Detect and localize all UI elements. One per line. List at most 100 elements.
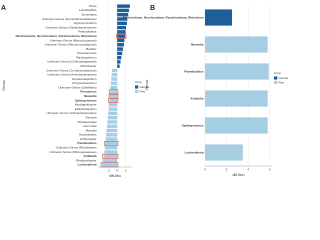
- bar: [205, 63, 269, 80]
- bar: [106, 124, 118, 128]
- bar: [117, 38, 125, 43]
- panel-label: B: [150, 5, 155, 12]
- highlight-box: [104, 141, 119, 146]
- y-tick-label: Pseudolabrys: [78, 30, 97, 34]
- y-tick-label: Roseiarcus: [80, 90, 97, 94]
- bar: [108, 107, 118, 111]
- y-tick-label: Lactobacillus: [79, 8, 97, 12]
- y-tick-label: Unknown Genus (Nitrosomonadaceae): [45, 43, 97, 47]
- bar: [110, 81, 118, 86]
- y-tick-label: Bacillus: [86, 47, 97, 51]
- y-tick-label: Unknown Genus (Micrococcaceae): [50, 38, 97, 42]
- bar: [117, 17, 128, 21]
- y-tick-label: Unknown Genus (Gemmatimonadaceae): [42, 17, 97, 21]
- bar: [104, 150, 118, 154]
- x-tick-label: 6: [269, 167, 271, 171]
- y-tick-label: Nocardioides: [79, 133, 97, 137]
- bar: [105, 137, 118, 141]
- y-tick-label: Unknown Genus (Vicinamibacterales): [46, 111, 96, 115]
- bar: [106, 133, 118, 137]
- bar: [117, 47, 124, 51]
- bar: [117, 4, 130, 8]
- y-tick-label: Sphingomonas: [75, 98, 97, 102]
- bar: [111, 77, 118, 81]
- y-tick-label: Rhodanobacter: [76, 158, 97, 162]
- y-tick-label: Unknown Genus (Acetobacteraceae): [47, 73, 96, 77]
- y-tick-label: Edaphobaculum: [75, 107, 97, 111]
- bar: [107, 115, 118, 120]
- legend-label: Canola: [279, 76, 289, 80]
- bar: [117, 64, 120, 68]
- y-tick-label: Gemmata: [83, 124, 97, 128]
- x-tick-label: 0: [204, 167, 206, 171]
- y-tick-label: Massilia: [86, 128, 97, 132]
- y-axis-title: Genus: [145, 80, 149, 91]
- y-tick-label: Unknown Genus (Micropepsaceae): [49, 150, 96, 154]
- highlight-box: [108, 98, 119, 103]
- x-axis-title: diff.Abu: [232, 173, 244, 177]
- legend-label: Pea: [279, 80, 285, 84]
- y-tick-label: Chryseobacterium: [72, 81, 97, 85]
- y-tick-label: Pinus: [89, 4, 97, 8]
- y-tick-label: Lechevalieria: [77, 163, 96, 167]
- y-tick-label: Allorhizobium, Neorhizobium, Pararhizobi…: [122, 15, 203, 19]
- bar: [205, 117, 268, 134]
- bar: [205, 36, 268, 53]
- x-axis-title: diff.Abu: [109, 174, 121, 178]
- bar: [117, 8, 130, 13]
- bar: [205, 9, 233, 26]
- bar: [103, 154, 118, 158]
- bar: [117, 55, 122, 60]
- bar: [117, 60, 121, 64]
- y-tick-label: Unknown Genus (Xanthobacteraceae): [45, 25, 96, 29]
- y-tick-label: Unknown Genus (Gaiellales): [58, 85, 96, 89]
- legend-swatch: [135, 89, 139, 94]
- y-tick-label: Allorhizobium, Neorhizobium, Pararhizobi…: [15, 34, 96, 38]
- y-tick-label: Noviherbaspirillum: [72, 77, 97, 81]
- bar: [106, 128, 118, 133]
- bar: [105, 141, 118, 146]
- y-tick-label: Unknown Genus (Rhizobiales): [56, 145, 97, 149]
- y-tick-label: Lechevalieria: [184, 150, 203, 154]
- y-tick-label: Paenibacillus: [184, 69, 204, 73]
- highlight-box: [102, 153, 119, 159]
- bar: [117, 25, 127, 30]
- y-tick-label: Flavobacterium: [76, 55, 97, 59]
- legend-swatch: [274, 80, 278, 85]
- y-tick-label: Devosia: [86, 115, 97, 119]
- bar: [205, 90, 268, 107]
- x-tick-label: 2: [125, 168, 127, 172]
- y-tick-label: Ohtaekwangia: [77, 120, 97, 124]
- legend-label: Canola: [140, 85, 150, 89]
- bar: [111, 73, 118, 77]
- x-tick-label: -2: [107, 168, 110, 172]
- bar: [117, 34, 126, 38]
- bar: [117, 51, 123, 56]
- y-tick-label: Hyphomicrobium: [74, 21, 97, 25]
- x-tick-label: 4: [247, 167, 249, 171]
- y-axis-title: Genus: [2, 80, 6, 91]
- y-tick-label: Unknown Genus (Chitinophagaceae): [47, 60, 96, 64]
- y-tick-label: Rhizobacter: [80, 64, 96, 68]
- y-tick-label: Sumerlaeia: [81, 13, 97, 17]
- bar: [205, 144, 243, 161]
- bar: [101, 163, 118, 167]
- x-tick-label: 0: [116, 168, 118, 172]
- y-tick-label: Paenibacillus: [77, 141, 97, 145]
- legend-title: Crop: [274, 71, 281, 75]
- bar: [110, 85, 118, 90]
- legend-label: Pea: [140, 89, 146, 93]
- y-tick-label: Kribbella: [191, 96, 204, 100]
- y-tick-label: Mucilaginibacter: [75, 103, 97, 107]
- bar: [112, 68, 118, 73]
- bar: [109, 98, 118, 103]
- bar: [117, 21, 127, 26]
- legend-title: Crop: [135, 80, 142, 84]
- y-tick-label: Unknown Genus (Comamonadaceae): [46, 68, 96, 72]
- bar: [104, 145, 118, 150]
- bar: [108, 111, 118, 116]
- legend-swatch: [274, 76, 278, 80]
- y-tick-label: Kribbella: [84, 154, 97, 158]
- bar: [109, 94, 118, 98]
- y-tick-label: Niastella: [84, 94, 97, 98]
